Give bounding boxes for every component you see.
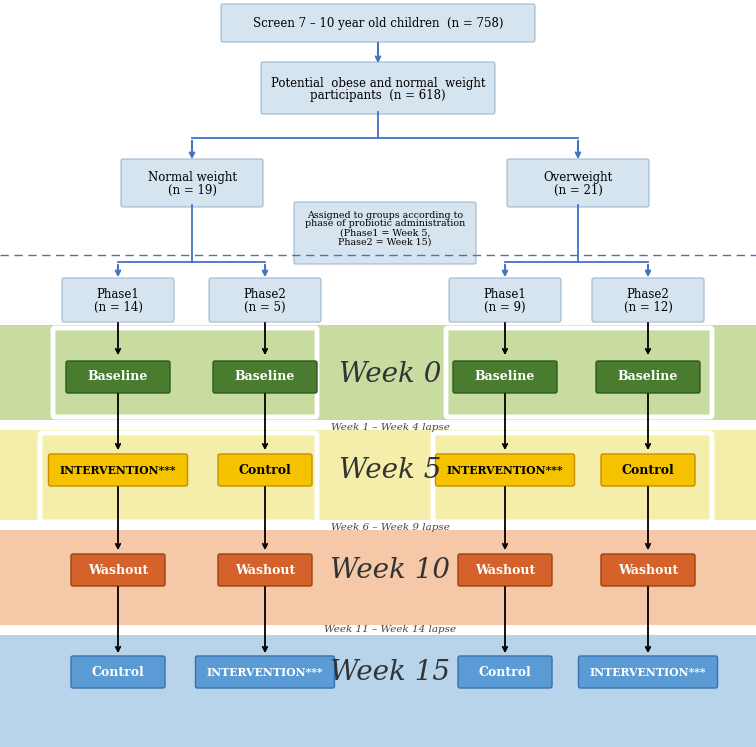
Text: (Phase1 = Week 5,: (Phase1 = Week 5,	[339, 229, 430, 238]
FancyBboxPatch shape	[601, 454, 695, 486]
Text: INTERVENTION***: INTERVENTION***	[590, 666, 706, 678]
Text: Phase1: Phase1	[97, 288, 139, 302]
Text: Week 11 – Week 14 lapse: Week 11 – Week 14 lapse	[324, 625, 456, 634]
Text: INTERVENTION***: INTERVENTION***	[206, 666, 324, 678]
Text: Baseline: Baseline	[618, 371, 678, 383]
Text: (n = 19): (n = 19)	[168, 184, 216, 196]
FancyBboxPatch shape	[221, 4, 535, 42]
Text: Washout: Washout	[235, 563, 295, 577]
Text: Phase2: Phase2	[243, 288, 287, 302]
FancyBboxPatch shape	[218, 454, 312, 486]
Text: Week 6 – Week 9 lapse: Week 6 – Week 9 lapse	[330, 524, 449, 533]
Text: (n = 12): (n = 12)	[624, 300, 672, 314]
Bar	[0, 635, 756, 747]
FancyBboxPatch shape	[48, 454, 187, 486]
FancyBboxPatch shape	[209, 278, 321, 322]
Text: Phase2: Phase2	[627, 288, 669, 302]
FancyBboxPatch shape	[66, 361, 170, 393]
Bar	[0, 430, 756, 520]
Text: INTERVENTION***: INTERVENTION***	[447, 465, 563, 476]
FancyBboxPatch shape	[458, 554, 552, 586]
Text: INTERVENTION***: INTERVENTION***	[60, 465, 176, 476]
Text: Washout: Washout	[88, 563, 148, 577]
Text: (n = 14): (n = 14)	[94, 300, 142, 314]
FancyBboxPatch shape	[453, 361, 557, 393]
FancyBboxPatch shape	[71, 554, 165, 586]
Text: Washout: Washout	[618, 563, 678, 577]
Text: (n = 21): (n = 21)	[553, 184, 603, 196]
Text: Washout: Washout	[475, 563, 535, 577]
Text: Control: Control	[239, 463, 291, 477]
Text: Control: Control	[479, 666, 531, 678]
Bar	[0, 530, 756, 625]
Text: Week 10: Week 10	[330, 557, 450, 583]
Text: phase of probiotic administration: phase of probiotic administration	[305, 220, 465, 229]
Text: Week 0: Week 0	[339, 362, 442, 388]
Text: participants  (n = 618): participants (n = 618)	[310, 88, 446, 102]
FancyBboxPatch shape	[294, 202, 476, 264]
FancyBboxPatch shape	[596, 361, 700, 393]
FancyBboxPatch shape	[507, 159, 649, 207]
Text: Week 15: Week 15	[330, 659, 450, 686]
Text: Screen 7 – 10 year old children  (n = 758): Screen 7 – 10 year old children (n = 758…	[253, 16, 503, 29]
Text: Week 5: Week 5	[339, 456, 442, 483]
FancyBboxPatch shape	[435, 454, 575, 486]
FancyBboxPatch shape	[121, 159, 263, 207]
Bar	[0, 325, 756, 420]
FancyBboxPatch shape	[261, 62, 495, 114]
FancyBboxPatch shape	[62, 278, 174, 322]
Text: Control: Control	[91, 666, 144, 678]
FancyBboxPatch shape	[213, 361, 317, 393]
Text: Overweight: Overweight	[544, 172, 612, 185]
Text: Control: Control	[621, 463, 674, 477]
Text: Potential  obese and normal  weight: Potential obese and normal weight	[271, 76, 485, 90]
Text: Normal weight: Normal weight	[147, 172, 237, 185]
Text: Week 1 – Week 4 lapse: Week 1 – Week 4 lapse	[330, 424, 449, 433]
FancyBboxPatch shape	[458, 656, 552, 688]
Text: Assigned to groups according to: Assigned to groups according to	[307, 211, 463, 220]
Text: Baseline: Baseline	[235, 371, 295, 383]
FancyBboxPatch shape	[196, 656, 334, 688]
FancyBboxPatch shape	[601, 554, 695, 586]
FancyBboxPatch shape	[449, 278, 561, 322]
Text: (n = 9): (n = 9)	[484, 300, 526, 314]
FancyBboxPatch shape	[578, 656, 717, 688]
Text: (n = 5): (n = 5)	[244, 300, 286, 314]
FancyBboxPatch shape	[71, 656, 165, 688]
Text: Phase2 = Week 15): Phase2 = Week 15)	[338, 238, 432, 247]
FancyBboxPatch shape	[592, 278, 704, 322]
FancyBboxPatch shape	[218, 554, 312, 586]
Text: Baseline: Baseline	[88, 371, 148, 383]
Text: Baseline: Baseline	[475, 371, 535, 383]
Text: Phase1: Phase1	[484, 288, 526, 302]
